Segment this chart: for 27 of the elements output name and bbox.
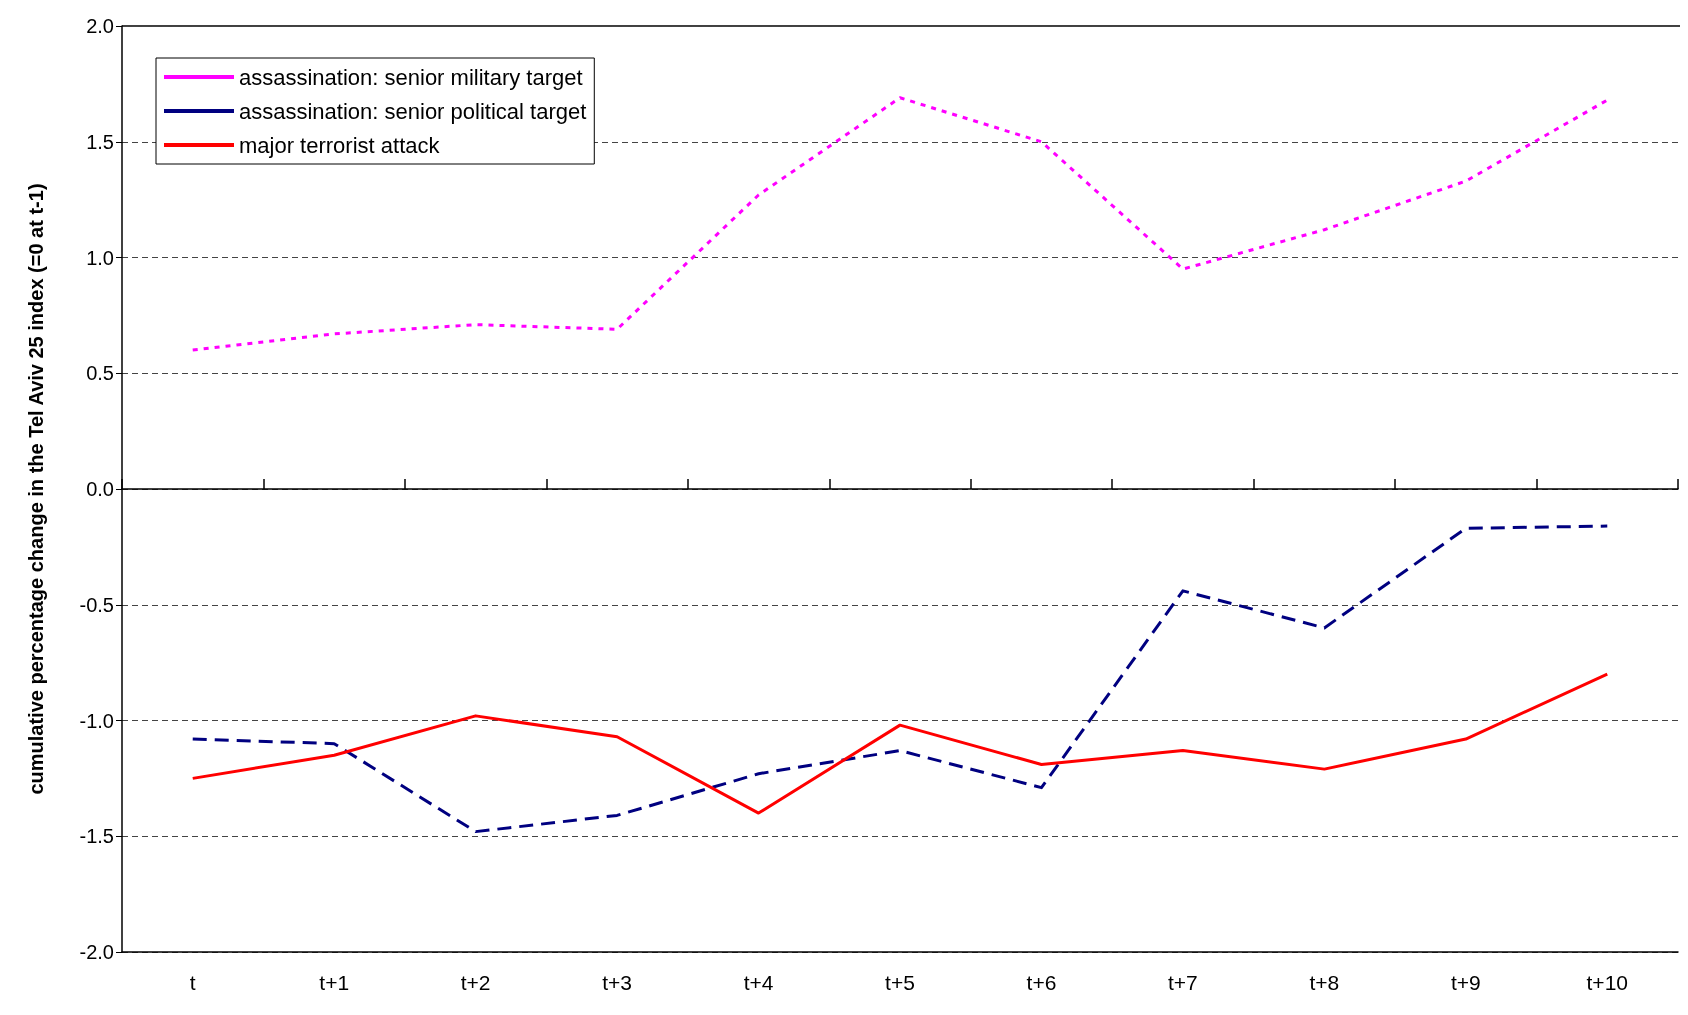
y-tick-label: -1.5 [79, 825, 114, 848]
x-tick-label: t+6 [1026, 971, 1057, 994]
x-tick-label: t+4 [743, 971, 774, 994]
x-tick-label: t+3 [602, 971, 632, 994]
y-axis-title: cumulative percentage change in the Tel Aviv 25 index (=0 at t-1) [25, 183, 47, 795]
line-series [191, 96, 1609, 352]
x-tick-label: t [189, 971, 196, 994]
line-series [191, 672, 1609, 815]
line-series [191, 524, 1609, 834]
x-tick-label: t+1 [319, 971, 350, 994]
y-tick-label: 1.0 [86, 246, 114, 269]
x-tick-label: t+8 [1309, 971, 1340, 994]
x-tick-label: t+2 [460, 971, 491, 994]
y-tick-label: -2.0 [79, 941, 114, 963]
x-tick-label: t+10 [1586, 971, 1629, 994]
y-tick-label: 2.0 [86, 15, 114, 37]
legend-label: assassination: senior political target [239, 98, 587, 124]
x-tick-label: t+9 [1450, 971, 1481, 994]
y-tick-label: 0.5 [86, 362, 114, 385]
y-tick-label: -0.5 [79, 593, 114, 616]
legend-label: assassination: senior military target [239, 64, 583, 90]
x-tick-label: t+5 [885, 971, 915, 994]
x-tick-label: t+7 [1168, 971, 1198, 994]
y-tick-label: 1.5 [86, 130, 114, 153]
legend-label: major terrorist attack [239, 132, 441, 158]
y-tick-label: 0.0 [86, 478, 114, 500]
y-tick-label: -1.0 [79, 709, 114, 732]
